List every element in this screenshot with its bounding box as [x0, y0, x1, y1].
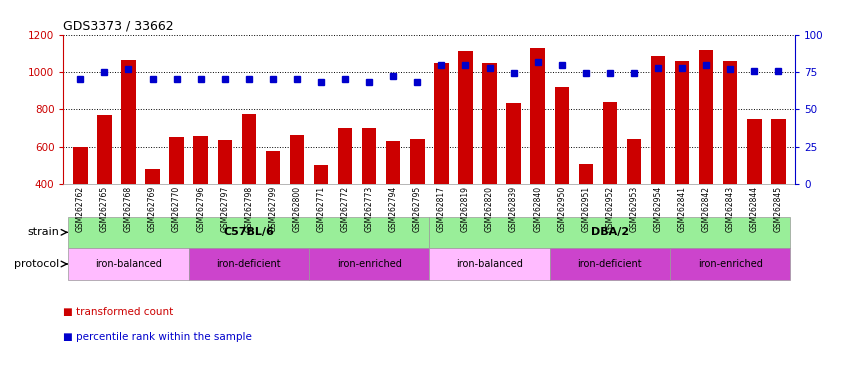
Bar [289, 135, 305, 259]
Text: protocol: protocol [14, 259, 59, 269]
Bar [338, 128, 352, 259]
Text: GSM262797: GSM262797 [220, 186, 229, 232]
Bar [482, 63, 497, 259]
Bar [772, 119, 786, 259]
Text: iron-deficient: iron-deficient [578, 259, 642, 269]
Bar [410, 139, 425, 259]
Bar [459, 51, 473, 259]
Bar [146, 169, 160, 259]
Bar [242, 114, 256, 259]
Text: iron-enriched: iron-enriched [337, 259, 402, 269]
Text: GSM262762: GSM262762 [76, 186, 85, 232]
Text: GSM262843: GSM262843 [726, 186, 734, 232]
Text: GSM262951: GSM262951 [581, 186, 591, 232]
Bar [550, 248, 670, 280]
Bar [530, 48, 545, 259]
Bar [362, 128, 376, 259]
Text: strain: strain [27, 227, 59, 237]
Bar [314, 165, 328, 259]
Text: ■ transformed count: ■ transformed count [63, 307, 173, 317]
Bar [699, 50, 713, 259]
Text: GSM262954: GSM262954 [653, 186, 662, 232]
Text: GSM262952: GSM262952 [606, 186, 614, 232]
Text: iron-deficient: iron-deficient [217, 259, 281, 269]
Text: GSM262819: GSM262819 [461, 186, 470, 232]
Bar [169, 137, 184, 259]
Text: ■ percentile rank within the sample: ■ percentile rank within the sample [63, 332, 252, 342]
Bar [602, 102, 617, 259]
Bar [429, 248, 550, 280]
Text: GSM262820: GSM262820 [485, 186, 494, 232]
Text: GSM262799: GSM262799 [268, 186, 277, 232]
Text: GSM262771: GSM262771 [316, 186, 326, 232]
Bar [97, 115, 112, 259]
Bar [670, 248, 790, 280]
Bar [73, 147, 87, 259]
Text: GSM262840: GSM262840 [533, 186, 542, 232]
Text: GSM262817: GSM262817 [437, 186, 446, 232]
Text: DBA/2: DBA/2 [591, 227, 629, 237]
Bar [747, 119, 761, 259]
Bar [434, 63, 448, 259]
Text: GSM262769: GSM262769 [148, 186, 157, 232]
Bar [121, 60, 135, 259]
Bar [651, 56, 665, 259]
Bar [675, 61, 689, 259]
Bar [627, 139, 641, 259]
Text: GSM262773: GSM262773 [365, 186, 374, 232]
Text: iron-balanced: iron-balanced [456, 259, 523, 269]
Bar [554, 87, 569, 259]
Bar [189, 248, 309, 280]
Text: GSM262765: GSM262765 [100, 186, 109, 232]
Text: GSM262770: GSM262770 [172, 186, 181, 232]
Bar [386, 141, 400, 259]
Bar [429, 217, 790, 248]
Text: GSM262844: GSM262844 [750, 186, 759, 232]
Text: GSM262842: GSM262842 [701, 186, 711, 232]
Bar [69, 217, 429, 248]
Text: GSM262841: GSM262841 [678, 186, 687, 232]
Text: GSM262768: GSM262768 [124, 186, 133, 232]
Bar [69, 248, 189, 280]
Bar [507, 103, 521, 259]
Text: GSM262798: GSM262798 [244, 186, 253, 232]
Text: C57BL/6: C57BL/6 [223, 227, 274, 237]
Text: GSM262795: GSM262795 [413, 186, 422, 232]
Text: GSM262800: GSM262800 [293, 186, 301, 232]
Text: GSM262839: GSM262839 [509, 186, 518, 232]
Text: GSM262845: GSM262845 [774, 186, 783, 232]
Bar [194, 136, 208, 259]
Text: GSM262772: GSM262772 [341, 186, 349, 232]
Text: GSM262794: GSM262794 [388, 186, 398, 232]
Text: iron-balanced: iron-balanced [95, 259, 162, 269]
Text: GSM262950: GSM262950 [558, 186, 566, 232]
Text: GDS3373 / 33662: GDS3373 / 33662 [63, 19, 174, 32]
Bar [309, 248, 429, 280]
Bar [266, 151, 280, 259]
Text: GSM262953: GSM262953 [629, 186, 639, 232]
Text: iron-enriched: iron-enriched [698, 259, 763, 269]
Text: GSM262796: GSM262796 [196, 186, 206, 232]
Bar [723, 61, 738, 259]
Bar [579, 164, 593, 259]
Bar [217, 140, 232, 259]
